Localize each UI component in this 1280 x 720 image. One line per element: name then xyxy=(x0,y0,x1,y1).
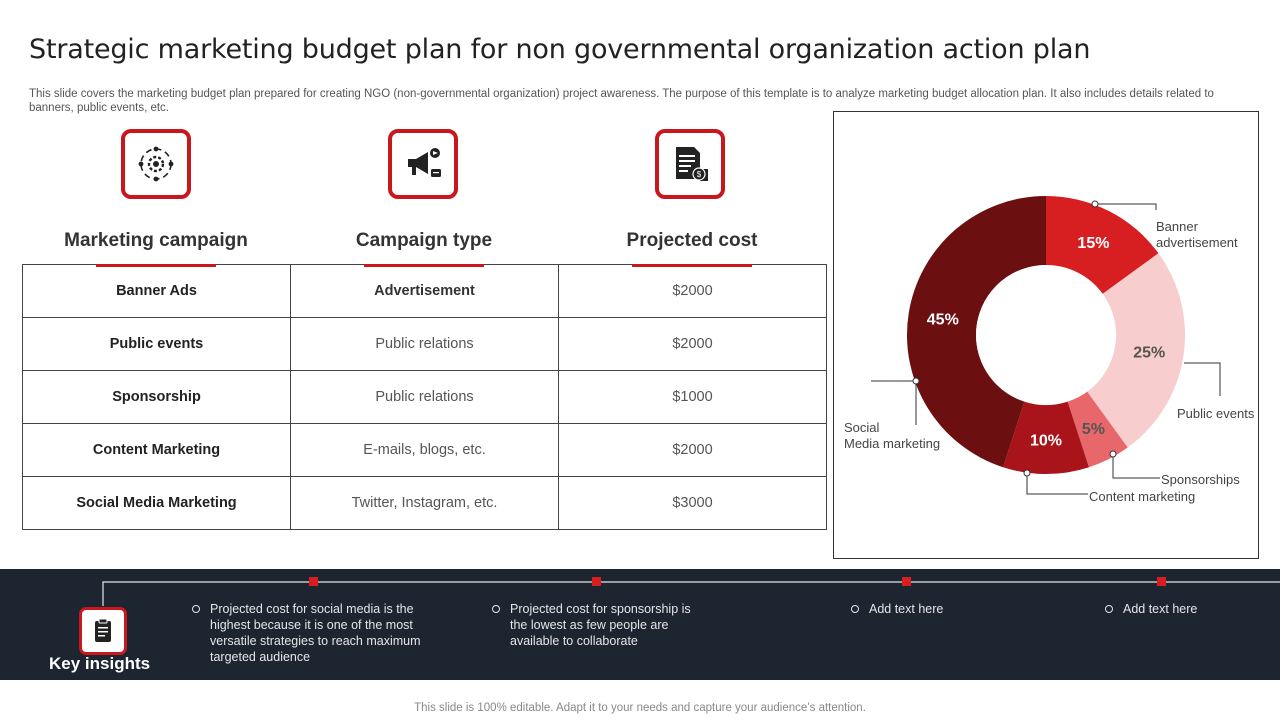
donut-label-social-media-marketing: 45% xyxy=(927,312,959,329)
donut-label-public-events: 25% xyxy=(1133,344,1165,361)
type-cell: Twitter, Instagram, etc. xyxy=(290,476,559,530)
table-row: Sponsorship Public relations $1000 xyxy=(22,370,827,424)
callout-line-content xyxy=(1026,473,1088,495)
callout-label-content: Content marketing xyxy=(1089,489,1195,504)
bullet-icon xyxy=(1105,605,1113,613)
donut-label-sponsorships: 5% xyxy=(1082,421,1105,438)
table-row: Social Media Marketing Twitter, Instagra… xyxy=(22,476,827,530)
table-row: Banner Ads Advertisement $2000 xyxy=(22,264,827,318)
clipboard-icon xyxy=(79,607,127,655)
callout-dot-content xyxy=(1023,469,1031,477)
type-cell: E-mails, blogs, etc. xyxy=(290,423,559,477)
svg-text:$: $ xyxy=(697,170,702,179)
insight-text: Add text here xyxy=(1123,602,1198,616)
callout-line-sponsorships xyxy=(1112,454,1160,479)
callout-dot-sponsorships xyxy=(1109,450,1117,458)
header-projected-cost: Projected cost xyxy=(626,230,758,251)
cost-cell: $2000 xyxy=(558,264,827,318)
budget-table: Banner Ads Advertisement $2000 Public ev… xyxy=(22,264,827,530)
callout-line-public-events xyxy=(1184,362,1221,396)
callout-label-banner: advertisement xyxy=(1156,235,1238,250)
cost-cell: $3000 xyxy=(558,476,827,530)
insight-text: Projected cost for social media is the h… xyxy=(210,602,421,664)
cost-cell: $1000 xyxy=(558,370,827,424)
header-campaign-type: Campaign type xyxy=(355,230,493,251)
donut-slice-social-media-marketing xyxy=(906,196,1046,468)
slide-title: Strategic marketing budget plan for non … xyxy=(29,34,1091,65)
callout-dot-social xyxy=(912,377,920,385)
megaphone-icon xyxy=(388,129,458,199)
insight-item: Add text here xyxy=(851,601,1011,617)
callout-dot-banner xyxy=(1091,200,1099,208)
table-row: Content Marketing E-mails, blogs, etc. $… xyxy=(22,423,827,477)
type-cell: Public relations xyxy=(290,317,559,371)
key-insights-label: Key insights xyxy=(49,654,151,673)
budget-donut-chart: 15% 25% 5% 10% 45% Banner advertisement Publ… xyxy=(833,111,1259,559)
invoice-icon: $ xyxy=(655,129,725,199)
insight-item: Projected cost for sponsorship is the lo… xyxy=(492,601,707,649)
insights-timeline xyxy=(102,581,1280,606)
callout-label-public-events: Public events xyxy=(1177,406,1255,421)
insight-item: Add text here xyxy=(1105,601,1265,617)
donut-slice-public-events xyxy=(1087,253,1185,448)
campaign-cell: Public events xyxy=(22,317,291,371)
table-row: Public events Public relations $2000 xyxy=(22,317,827,371)
footer-note: This slide is 100% editable. Adapt it to… xyxy=(414,702,866,714)
timeline-marker xyxy=(592,577,601,586)
timeline-marker xyxy=(309,577,318,586)
insight-text: Add text here xyxy=(869,602,944,616)
donut-slice-banner-advertisement xyxy=(1046,196,1159,294)
type-cell: Public relations xyxy=(290,370,559,424)
key-insights-band xyxy=(0,569,1280,680)
callout-label-social: Social xyxy=(844,420,880,435)
donut-hole xyxy=(976,265,1116,405)
insight-item: Projected cost for social media is the h… xyxy=(192,601,447,665)
header-underline xyxy=(96,264,216,267)
donut-label-banner-advertisement: 15% xyxy=(1077,235,1109,252)
slide-subtitle: This slide covers the marketing budget p… xyxy=(29,88,1214,114)
donut-label-content-marketing: 10% xyxy=(1030,433,1062,450)
bullet-icon xyxy=(851,605,859,613)
campaign-cell: Social Media Marketing xyxy=(22,476,291,530)
campaign-cell: Sponsorship xyxy=(22,370,291,424)
callout-label-social: Media marketing xyxy=(844,436,940,451)
cost-cell: $2000 xyxy=(558,317,827,371)
timeline-marker xyxy=(902,577,911,586)
insight-text: Projected cost for sponsorship is the lo… xyxy=(510,602,691,648)
bullet-icon xyxy=(492,605,500,613)
donut-slice-content-marketing xyxy=(1003,401,1089,474)
header-underline xyxy=(364,264,484,267)
callout-label-banner: Banner xyxy=(1156,219,1199,234)
callout-line-banner xyxy=(1095,203,1157,210)
campaign-cell: Content Marketing xyxy=(22,423,291,477)
timeline-marker xyxy=(1157,577,1166,586)
cost-cell: $2000 xyxy=(558,423,827,477)
header-underline xyxy=(632,264,752,267)
campaign-cell: Banner Ads xyxy=(22,264,291,318)
type-cell: Advertisement xyxy=(290,264,559,318)
header-marketing-campaign: Marketing campaign xyxy=(64,230,248,251)
donut-slice-sponsorships xyxy=(1067,391,1128,468)
bullet-icon xyxy=(192,605,200,613)
marketing-cycle-icon xyxy=(121,129,191,199)
callout-label-sponsorships: Sponsorships xyxy=(1161,472,1240,487)
